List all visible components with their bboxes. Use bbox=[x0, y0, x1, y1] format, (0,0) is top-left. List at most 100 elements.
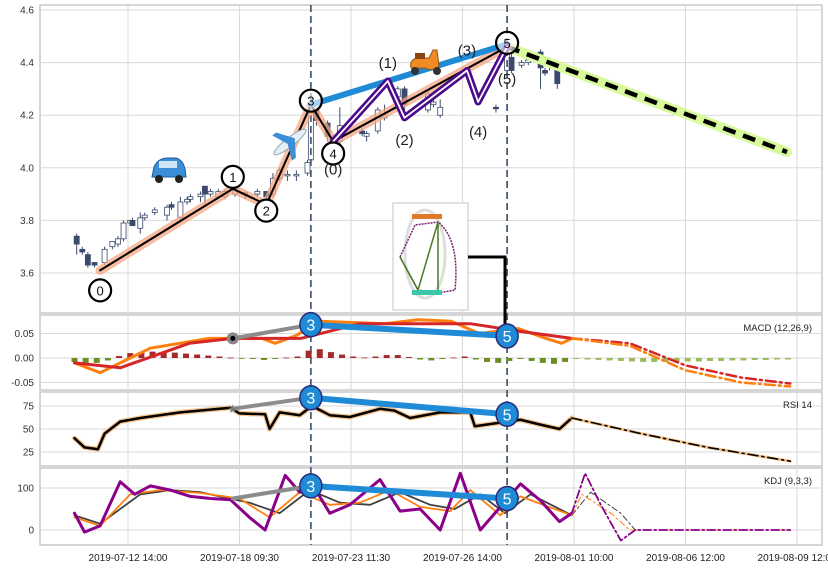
wave-label-text: 2 bbox=[263, 204, 270, 219]
macd-histogram-bar bbox=[506, 358, 513, 361]
macd-histogram-bar bbox=[740, 358, 747, 361]
candle-up bbox=[197, 193, 204, 198]
macd-histogram-bar bbox=[751, 358, 758, 360]
wave-label-text: 0 bbox=[97, 283, 104, 298]
macd-histogram-bar bbox=[550, 358, 557, 364]
candle-down bbox=[79, 248, 86, 253]
macd-histogram-bar bbox=[628, 358, 635, 362]
projection-dashed-line bbox=[506, 44, 788, 155]
macd-histogram-bar bbox=[673, 358, 680, 362]
macd-histogram-bar bbox=[160, 352, 167, 358]
y-tick-label: 4.2 bbox=[20, 111, 34, 122]
airplane-icon bbox=[272, 128, 307, 161]
badge-label: 3 bbox=[306, 479, 315, 496]
macd-histogram-bar bbox=[261, 358, 268, 360]
subwave-label: (5) bbox=[498, 71, 516, 88]
macd-histogram-bar bbox=[584, 358, 591, 360]
macd-histogram-bar bbox=[383, 355, 390, 358]
macd-histogram-bar bbox=[472, 358, 479, 360]
car-window bbox=[159, 161, 177, 168]
y-tick-label: 4.0 bbox=[20, 163, 34, 174]
candle-down bbox=[508, 56, 515, 71]
macd-histogram-bar bbox=[216, 356, 223, 358]
scooter-body bbox=[410, 49, 440, 71]
subwave-label: (0) bbox=[324, 162, 342, 179]
macd-histogram-bar bbox=[238, 358, 245, 359]
y-tick-label: 0.00 bbox=[15, 354, 35, 365]
macd-histogram-bar bbox=[718, 358, 725, 361]
divergence-badge: 5 bbox=[495, 485, 519, 512]
wave-4-5-line bbox=[332, 46, 508, 143]
macd-histogram-bar bbox=[684, 358, 691, 362]
y-tick-label: 100 bbox=[17, 484, 34, 495]
candle-up bbox=[184, 198, 190, 203]
macd-histogram-bar bbox=[517, 358, 524, 359]
x-axis: 2019-07-12 14:00 2019-07-18 09:30 2019-07-… bbox=[89, 553, 828, 564]
divergence-badge: 5 bbox=[495, 401, 519, 428]
subwave-inner-line bbox=[332, 45, 509, 143]
wave-label-1: 1 bbox=[220, 164, 245, 189]
macd-histogram-bar bbox=[182, 353, 189, 358]
divergence-gray-line bbox=[230, 395, 313, 411]
car-wheel bbox=[175, 175, 183, 183]
subwave-label: (2) bbox=[395, 132, 413, 149]
macd-histogram-bar bbox=[104, 358, 111, 361]
wave-label-circle bbox=[254, 198, 279, 223]
inset-connector-line bbox=[468, 255, 507, 336]
macd-dif-projection bbox=[570, 337, 792, 388]
macd-histogram-bar bbox=[405, 357, 412, 358]
candle-up bbox=[115, 238, 121, 245]
divergence-gray-line bbox=[230, 483, 313, 501]
macd-histogram-bar bbox=[249, 358, 256, 359]
badge-circle bbox=[299, 473, 323, 499]
kdj-title: KDJ (9,3,3) bbox=[764, 476, 812, 487]
macd-histogram-bar bbox=[272, 358, 279, 359]
wave-label-text: 4 bbox=[330, 147, 337, 162]
wave-label-2: 2 bbox=[254, 198, 279, 223]
wave-label-text: 1 bbox=[229, 170, 236, 185]
macd-histogram-bar bbox=[171, 352, 178, 358]
macd-histogram-bar bbox=[617, 358, 624, 361]
divergence-badge: 3 bbox=[299, 473, 323, 499]
x-tick-label: 2019-08-09 12:00 bbox=[758, 553, 828, 564]
divergence-blue-line bbox=[307, 394, 511, 418]
macd-histogram-bar bbox=[695, 358, 702, 362]
macd-panel-frame bbox=[39, 314, 823, 391]
x-tick-label: 2019-08-01 10:00 bbox=[535, 553, 614, 564]
divergence-badge: 3 bbox=[299, 311, 323, 338]
y-tick-label: 3.8 bbox=[20, 216, 34, 227]
car-wheel bbox=[155, 175, 163, 183]
inset-train-bottom bbox=[412, 290, 442, 295]
macd-histogram-bar bbox=[539, 358, 546, 363]
macd-histogram-bar bbox=[707, 358, 714, 361]
macd-histogram-bar bbox=[762, 358, 769, 360]
wave-label-circle bbox=[321, 141, 346, 166]
macd-histogram-bar bbox=[428, 358, 435, 361]
x-tick-label: 2019-07-12 14:00 bbox=[89, 553, 168, 564]
macd-histogram-bar bbox=[350, 356, 357, 358]
macd-histogram-bar bbox=[372, 356, 379, 358]
y-tick-label: 75 bbox=[23, 402, 35, 413]
macd-histogram-bar bbox=[562, 358, 569, 362]
macd-histogram-bar bbox=[606, 358, 613, 361]
x-tick-label: 2019-07-23 11:30 bbox=[312, 553, 391, 564]
price-panel: 0 1 2 3 4 5 (0) (1) (2) (3) (4) (5) bbox=[73, 5, 792, 545]
subwave-label: (1) bbox=[379, 55, 397, 72]
y-tick-label: 25 bbox=[23, 448, 35, 459]
scooter-wheel bbox=[433, 67, 441, 75]
macd-histogram-bar bbox=[640, 358, 647, 362]
macd-histogram-bar bbox=[316, 349, 323, 358]
macd-panel: 35 bbox=[71, 311, 792, 388]
inset-train-top bbox=[412, 214, 442, 219]
macd-histogram-bar bbox=[116, 356, 123, 358]
badge-circle bbox=[299, 384, 323, 411]
macd-histogram-bar bbox=[785, 358, 792, 360]
scooter-wheel bbox=[411, 67, 419, 75]
badge-label: 3 bbox=[306, 391, 315, 408]
candle-up bbox=[164, 206, 170, 216]
subwave-label: (4) bbox=[469, 124, 487, 141]
y-tick-label: 0.05 bbox=[15, 329, 35, 340]
candle-up bbox=[430, 101, 437, 106]
macd-histogram-bar bbox=[484, 358, 491, 362]
